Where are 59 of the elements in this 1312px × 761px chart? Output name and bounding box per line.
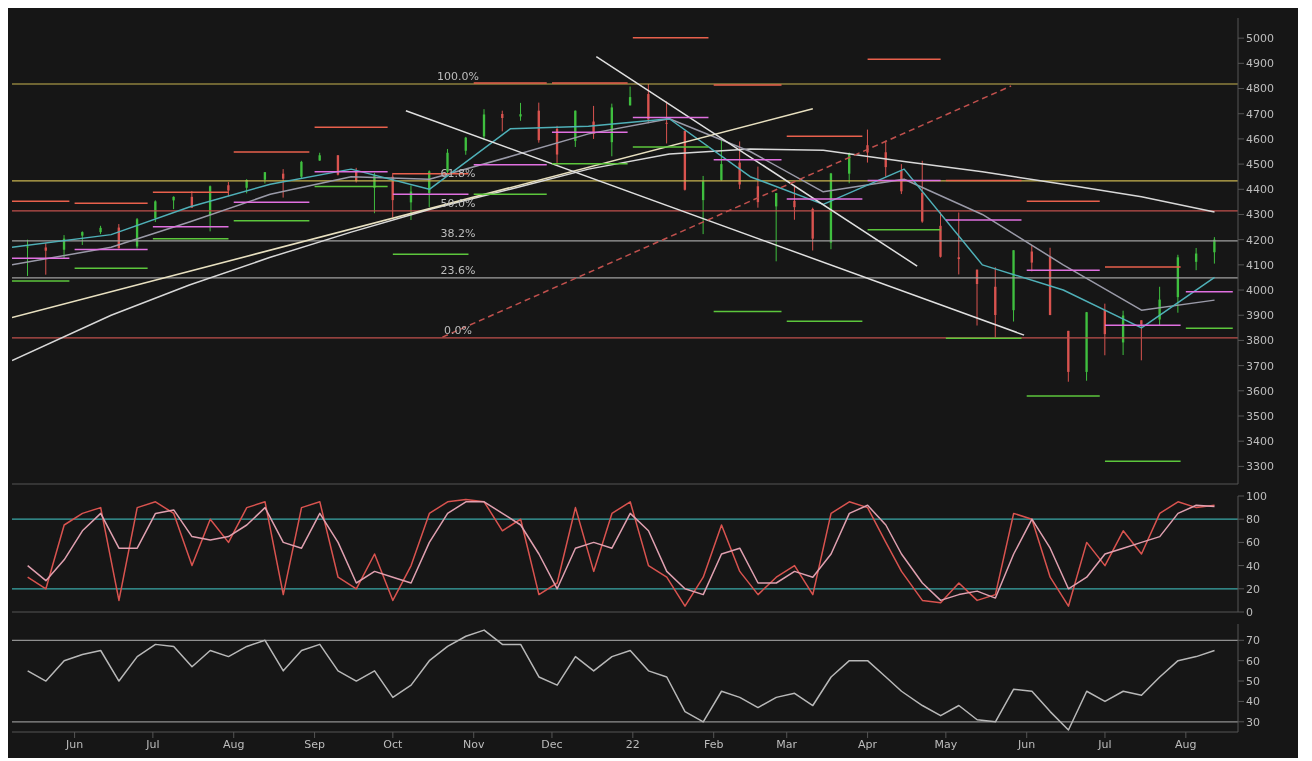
candlestick [665,100,668,144]
y-tick-label: 60 [1246,654,1260,668]
x-tick-label: Mar [776,737,798,751]
y-tick-label: 40 [1246,559,1260,573]
y-tick-label: 4700 [1246,107,1274,121]
y-tick-label: 3400 [1246,435,1274,449]
y-tick-label: 0 [1246,605,1253,619]
line-series [26,629,1216,731]
annotation: 100.0% [437,70,480,83]
candlestick [1140,319,1143,361]
annotation: 0.0% [444,323,473,337]
y-tick-label: 4000 [1246,283,1274,297]
y-tick-label: 50 [1246,674,1260,688]
y-tick-label: 4900 [1246,57,1274,71]
candlestick [720,139,723,182]
x-tick-label: May [934,737,958,751]
x-tick-label: Jun [1017,737,1036,751]
candlestick [793,184,796,221]
annotation: 23.6% [440,263,476,277]
x-tick-label: Aug [222,737,245,751]
x-tick-label: Sep [304,737,325,751]
x-tick-label: Nov [462,737,485,751]
y-tick-label: 20 [1246,582,1260,596]
x-tick-label: Dec [541,737,563,751]
y-tick-label: 4600 [1246,132,1274,146]
y-tick-label: 4800 [1246,82,1274,96]
y-tick-label: 3700 [1246,359,1274,373]
y-tick-label: 4500 [1246,158,1274,171]
x-tick-label: Jul [145,737,160,751]
annotation: 38.2% [440,226,476,240]
y-tick-label: 3800 [1246,334,1274,348]
y-tick-label: 70 [1246,634,1260,648]
candlestick [1213,236,1216,265]
y-tick-label: 3900 [1246,309,1274,323]
candlestick [26,239,29,277]
y-tick-label: 60 [1246,536,1260,550]
candlestick [957,211,960,275]
y-tick-label: 4400 [1246,183,1274,197]
y-tick-label: 80 [1246,513,1260,527]
y-tick-label: 4100 [1246,258,1274,272]
y-tick-label: 4200 [1246,233,1274,247]
y-tick-label: 4300 [1246,208,1274,222]
x-tick-label: Aug [1175,737,1197,751]
x-tick-label: Oct [383,737,404,751]
candlestick [1158,286,1161,326]
y-tick-label: 3300 [1246,460,1274,474]
y-tick-label: 5000 [1246,32,1274,46]
x-tick-label: 22 [625,737,640,751]
x-tick-label: Jun [65,737,84,751]
y-tick-label: 40 [1246,695,1260,709]
y-tick-label: 3600 [1246,384,1274,398]
candlestick [44,242,47,276]
y-tick-label: 30 [1246,715,1260,729]
x-tick-label: Apr [858,737,878,751]
x-tick-label: Jul [1097,737,1112,751]
y-tick-label: 100 [1246,489,1267,503]
y-tick-label: 3500 [1246,409,1274,423]
candlestick [866,129,869,164]
x-tick-label: Feb [703,737,724,751]
